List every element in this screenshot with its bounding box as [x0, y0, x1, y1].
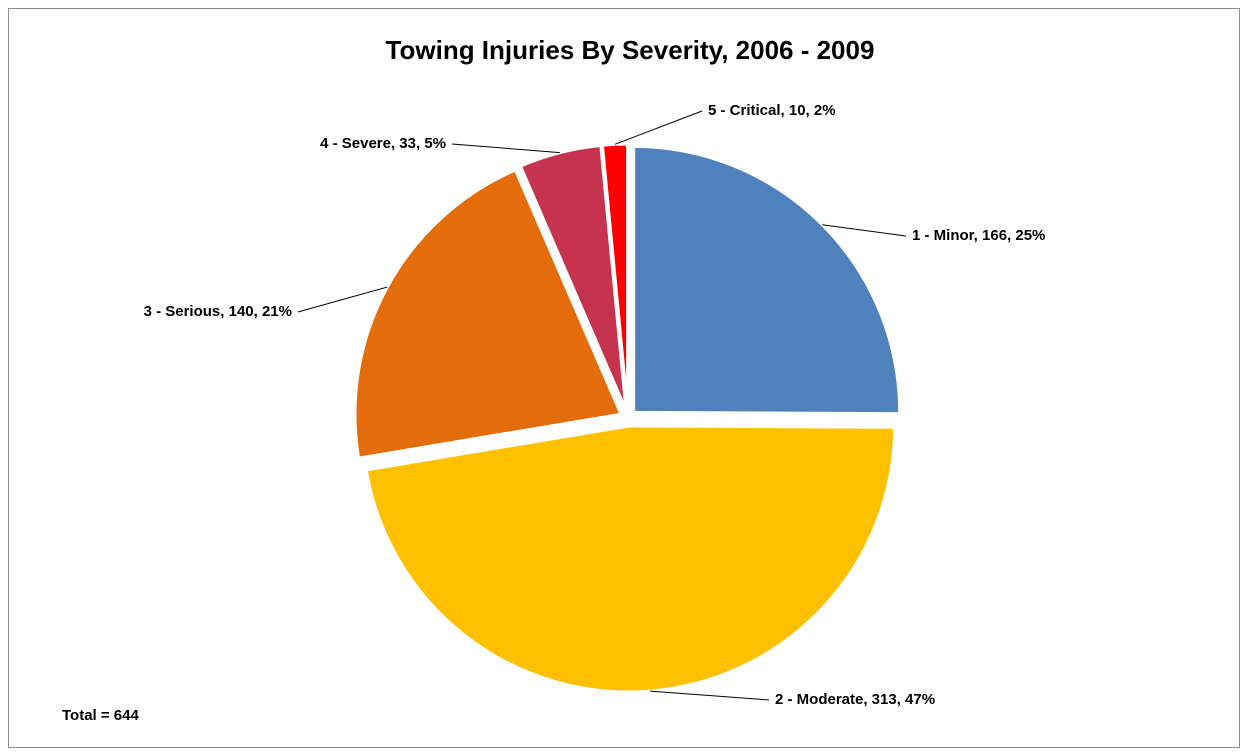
data-label: 4 - Severe, 33, 5%	[320, 135, 446, 152]
leader-line	[650, 690, 770, 701]
pie-slice	[353, 168, 624, 460]
leader-line	[822, 224, 907, 237]
data-label: 2 - Moderate, 313, 47%	[775, 691, 935, 708]
pie-slice	[518, 143, 628, 411]
pie-slice	[632, 144, 902, 416]
chart-title: Towing Injuries By Severity, 2006 - 2009	[386, 35, 875, 65]
leader-line	[451, 143, 560, 154]
pie-slice	[364, 424, 897, 694]
leader-line	[614, 110, 703, 145]
data-label: 5 - Critical, 10, 2%	[708, 102, 836, 119]
leader-line	[297, 286, 388, 313]
pie-slice	[600, 142, 630, 411]
annotation: Total = 644	[62, 707, 139, 724]
data-label: 3 - Serious, 140, 21%	[144, 303, 292, 320]
data-label: 1 - Minor, 166, 25%	[912, 227, 1045, 244]
